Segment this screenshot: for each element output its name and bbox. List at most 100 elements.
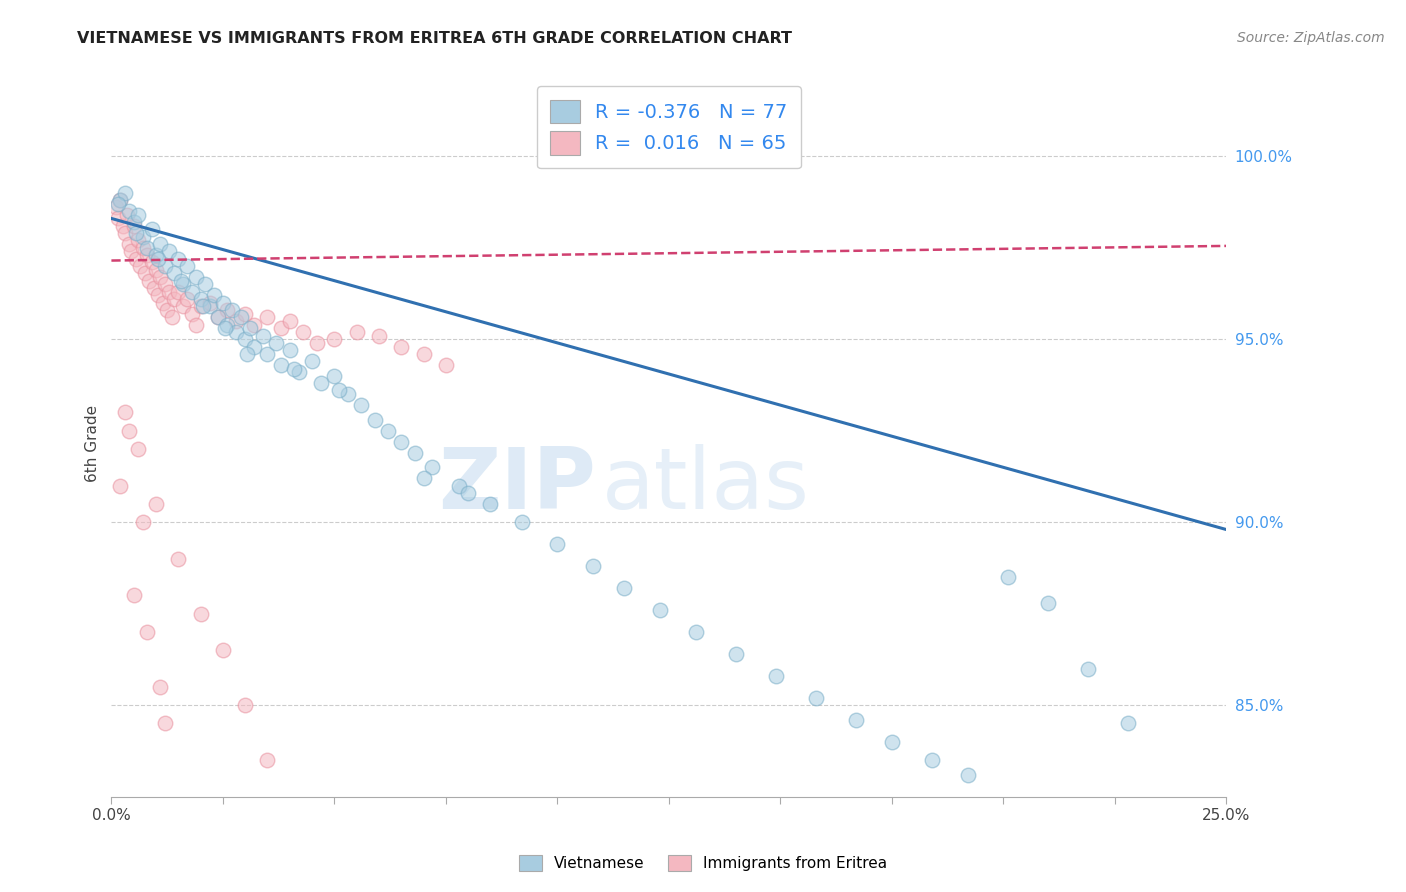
Point [172,277,194,292]
Point [127,442,149,456]
Point [457,486,479,500]
Point [145,262,167,277]
Point [114,226,136,240]
Point [278,343,301,358]
Point [283,361,305,376]
Point [111,219,134,233]
Point [412,471,434,485]
Point [243,318,266,332]
Point [114,405,136,419]
Point [217,302,239,317]
Point [1116,716,1139,731]
Point [292,325,315,339]
Point [153,716,176,731]
Point [956,768,979,782]
Point [368,328,391,343]
Point [648,603,671,617]
Point [172,299,194,313]
Point [207,310,229,325]
Y-axis label: 6th Grade: 6th Grade [86,405,100,482]
Point [207,310,229,325]
Point [118,204,141,219]
Point [152,295,174,310]
Point [186,270,208,285]
Point [125,252,148,266]
Point [434,358,457,372]
Point [422,460,444,475]
Point [167,252,190,266]
Point [256,753,278,767]
Point [194,277,217,292]
Point [134,266,156,280]
Point [148,252,170,266]
Point [149,270,172,285]
Legend: Vietnamese, Immigrants from Eritrea: Vietnamese, Immigrants from Eritrea [515,850,891,875]
Point [110,193,132,207]
Point [156,302,179,317]
Point [148,288,170,302]
Point [127,208,149,222]
Point [233,698,256,713]
Point [256,347,278,361]
Point [141,255,163,269]
Point [613,581,636,595]
Point [804,690,827,705]
Text: Source: ZipAtlas.com: Source: ZipAtlas.com [1237,31,1385,45]
Point [350,398,373,412]
Point [122,219,145,233]
Point [131,515,153,529]
Point [157,285,180,299]
Point [190,292,212,306]
Point [190,607,212,621]
Point [1077,662,1099,676]
Point [115,208,138,222]
Point [363,413,385,427]
Point [122,215,145,229]
Point [202,288,225,302]
Point [323,332,346,346]
Point [217,318,239,332]
Point [225,314,247,328]
Point [305,335,328,350]
Point [997,570,1019,584]
Point [233,307,256,321]
Point [287,365,309,379]
Point [141,222,163,236]
Point [138,274,160,288]
Point [121,244,143,259]
Point [404,445,426,459]
Point [880,735,903,749]
Point [233,332,256,346]
Point [270,358,292,372]
Point [127,234,149,248]
Point [229,310,252,325]
Point [212,295,235,310]
Point [145,248,167,262]
Point [136,248,159,262]
Point [167,551,190,566]
Point [377,424,399,438]
Point [765,669,787,683]
Point [336,387,359,401]
Point [118,424,141,438]
Point [149,680,172,694]
Point [546,537,568,551]
Point [167,285,190,299]
Point [389,340,412,354]
Point [160,310,183,325]
Point [389,434,412,449]
Legend: R = -0.376   N = 77, R =  0.016   N = 65: R = -0.376 N = 77, R = 0.016 N = 65 [537,86,801,169]
Point [136,241,159,255]
Point [149,237,172,252]
Point [114,186,136,200]
Point [107,211,129,226]
Point [921,753,943,767]
Point [225,325,247,339]
Point [157,244,180,259]
Point [510,515,533,529]
Point [412,347,434,361]
Point [176,292,198,306]
Text: VIETNAMESE VS IMMIGRANTS FROM ERITREA 6TH GRADE CORRELATION CHART: VIETNAMESE VS IMMIGRANTS FROM ERITREA 6T… [77,31,793,46]
Point [186,318,208,332]
Point [236,347,259,361]
